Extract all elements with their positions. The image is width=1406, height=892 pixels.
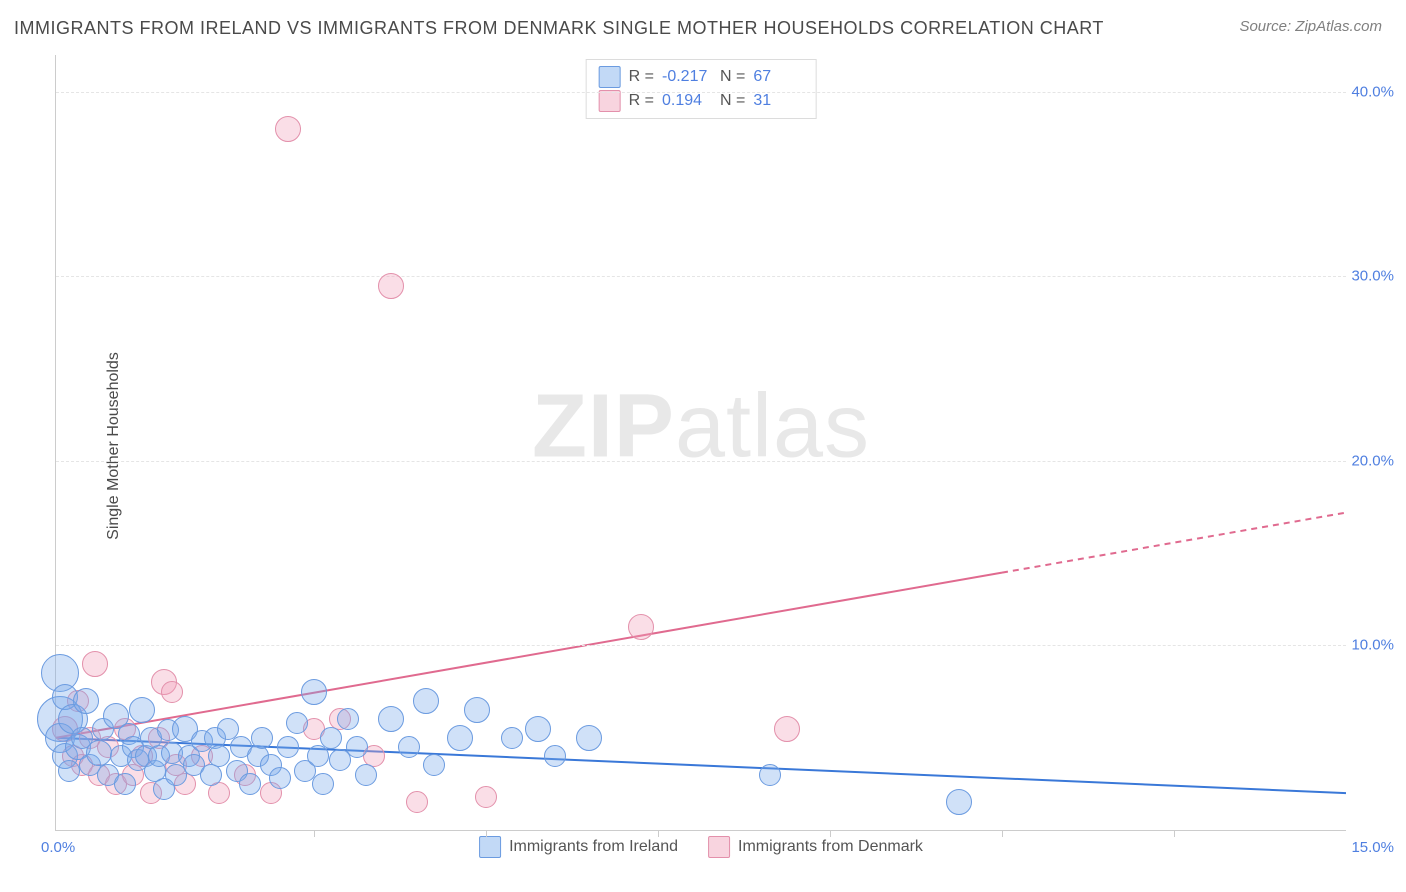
y-tick-label: 20.0% [1351, 452, 1394, 469]
legend-ireland: Immigrants from Ireland [479, 836, 678, 858]
x-tick-mark [658, 830, 659, 837]
stats-r-label: R = [629, 65, 654, 89]
swatch-denmark-icon [599, 90, 621, 112]
scatter-point-denmark [628, 614, 654, 640]
stats-box: R = -0.217 N = 67 R = 0.194 N = 31 [586, 59, 817, 119]
scatter-point-ireland [251, 727, 273, 749]
x-tick-mark [486, 830, 487, 837]
x-tick-right: 15.0% [1351, 839, 1394, 856]
legend-swatch-ireland-icon [479, 836, 501, 858]
source-attribution: Source: ZipAtlas.com [1239, 18, 1382, 35]
legend: Immigrants from Ireland Immigrants from … [479, 836, 923, 858]
scatter-point-ireland [464, 697, 490, 723]
scatter-point-ireland [239, 773, 261, 795]
scatter-point-ireland [307, 745, 329, 767]
trend-lines-svg [56, 55, 1346, 830]
scatter-point-ireland [576, 725, 602, 751]
scatter-point-ireland [277, 736, 299, 758]
gridline [56, 92, 1346, 93]
scatter-point-ireland [301, 679, 327, 705]
scatter-point-ireland [946, 789, 972, 815]
scatter-point-ireland [114, 773, 136, 795]
scatter-point-denmark [161, 681, 183, 703]
gridline [56, 461, 1346, 462]
scatter-point-ireland [129, 697, 155, 723]
gridline [56, 276, 1346, 277]
scatter-point-ireland [544, 745, 566, 767]
scatter-point-ireland [312, 773, 334, 795]
stats-ireland-r: -0.217 [662, 65, 712, 89]
scatter-point-denmark [406, 791, 428, 813]
scatter-point-ireland [447, 725, 473, 751]
stats-ireland-n: 67 [753, 65, 803, 89]
watermark: ZIPatlas [532, 376, 870, 479]
scatter-point-ireland [413, 688, 439, 714]
scatter-point-ireland [73, 688, 99, 714]
scatter-point-ireland [759, 764, 781, 786]
x-tick-mark [830, 830, 831, 837]
scatter-point-ireland [423, 754, 445, 776]
scatter-point-ireland [269, 767, 291, 789]
legend-label-ireland: Immigrants from Ireland [509, 838, 678, 856]
stats-row-ireland: R = -0.217 N = 67 [599, 65, 804, 89]
y-tick-label: 40.0% [1351, 83, 1394, 100]
swatch-ireland-icon [599, 66, 621, 88]
scatter-point-ireland [58, 760, 80, 782]
plot-area: ZIPatlas R = -0.217 N = 67 R = 0.194 N =… [55, 55, 1346, 831]
scatter-point-ireland [398, 736, 420, 758]
scatter-point-ireland [501, 727, 523, 749]
scatter-point-ireland [286, 712, 308, 734]
x-tick-mark [1174, 830, 1175, 837]
scatter-point-ireland [86, 740, 112, 766]
legend-label-denmark: Immigrants from Denmark [738, 838, 923, 856]
stats-n-label: N = [720, 65, 745, 89]
scatter-point-ireland [355, 764, 377, 786]
x-tick-mark [1002, 830, 1003, 837]
gridline [56, 645, 1346, 646]
chart-title: IMMIGRANTS FROM IRELAND VS IMMIGRANTS FR… [14, 18, 1104, 39]
y-tick-label: 10.0% [1351, 637, 1394, 654]
scatter-point-ireland [525, 716, 551, 742]
trend-line [56, 573, 1002, 738]
legend-swatch-denmark-icon [708, 836, 730, 858]
scatter-point-ireland [346, 736, 368, 758]
x-tick-left: 0.0% [41, 839, 75, 856]
scatter-point-ireland [337, 708, 359, 730]
scatter-point-ireland [378, 706, 404, 732]
scatter-point-denmark [82, 651, 108, 677]
scatter-point-denmark [475, 786, 497, 808]
legend-denmark: Immigrants from Denmark [708, 836, 923, 858]
scatter-point-denmark [275, 116, 301, 142]
scatter-point-denmark [774, 716, 800, 742]
scatter-point-denmark [378, 273, 404, 299]
y-tick-label: 30.0% [1351, 268, 1394, 285]
trend-line [1002, 513, 1346, 573]
x-tick-mark [314, 830, 315, 837]
scatter-point-ireland [320, 727, 342, 749]
